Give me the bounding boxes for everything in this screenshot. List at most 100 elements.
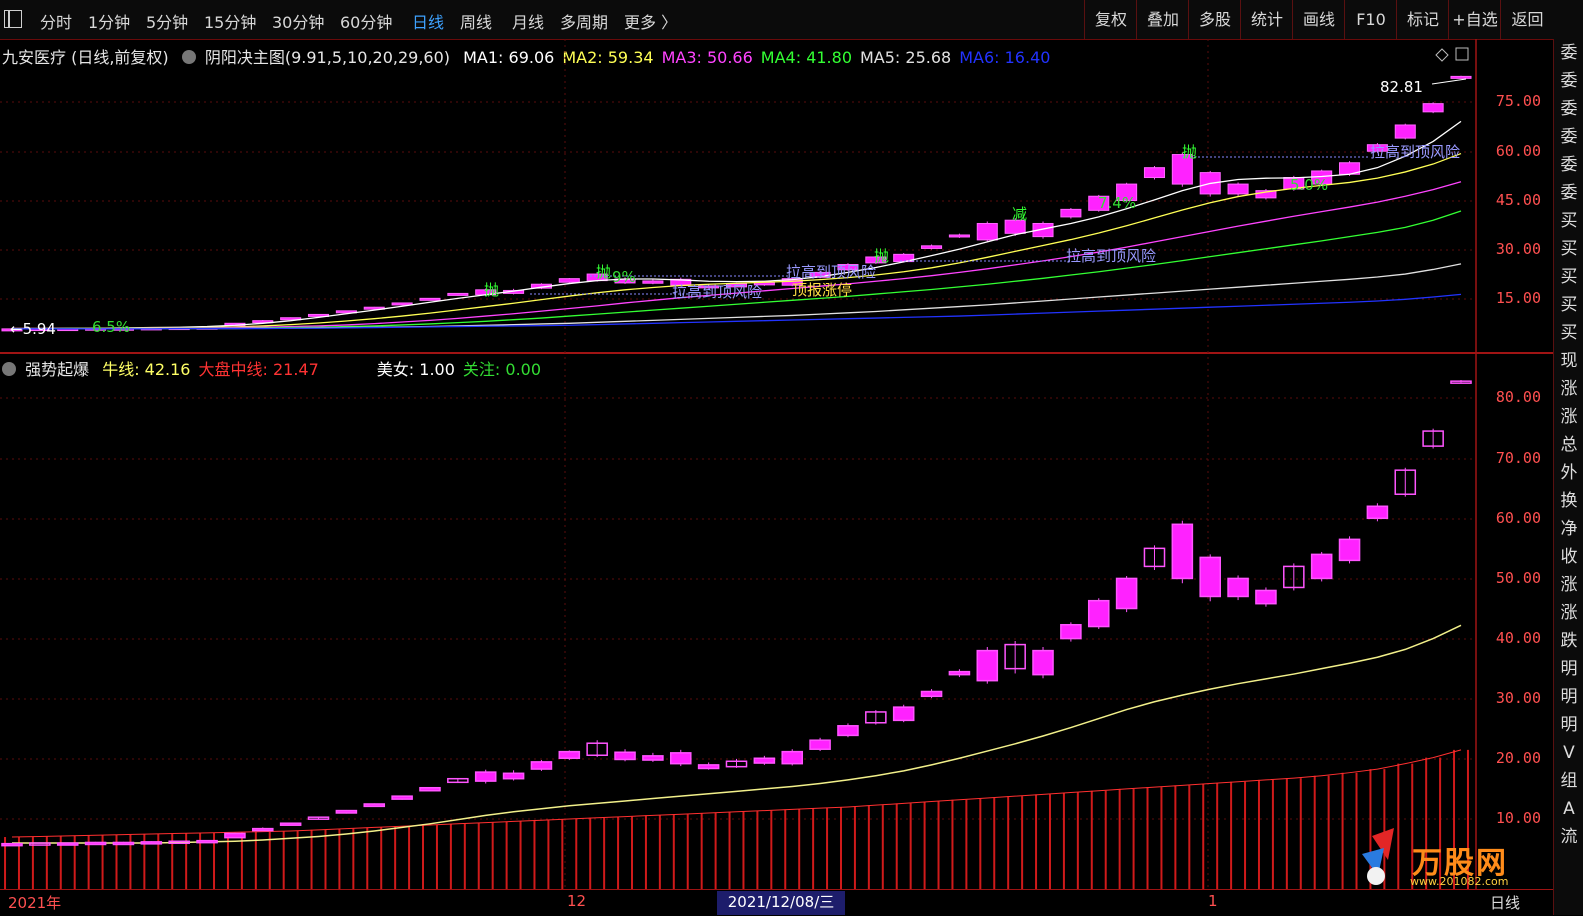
sub-axis-tick-7: 10.00 — [1495, 809, 1541, 827]
ma-value-1: MA1: 69.06 — [463, 48, 555, 67]
sidebar-label-12[interactable]: 涨 — [1560, 379, 1578, 399]
toolbar-button-0[interactable]: 复权 — [1084, 0, 1137, 39]
sub-candle-37 — [1032, 649, 1054, 676]
risk-label-2: 拉高到顶风险 — [672, 283, 762, 301]
sidebar-label-10[interactable]: 买 — [1560, 323, 1578, 343]
toolbar-button-3[interactable]: 统计 — [1240, 0, 1293, 39]
sidebar-label-13[interactable]: 涨 — [1560, 407, 1578, 427]
sidebar-label-9[interactable]: 买 — [1560, 295, 1578, 315]
sub-candle-27 — [753, 757, 776, 764]
sub-value-3: 关注: 0.00 — [462, 360, 542, 379]
sub-candle-15 — [419, 786, 441, 792]
sidebar-label-11[interactable]: 现 — [1560, 351, 1578, 371]
sidebar-label-7[interactable]: 买 — [1560, 239, 1578, 259]
tab-1[interactable]: 1分钟 — [88, 13, 131, 32]
sidebar-label-19[interactable]: 涨 — [1560, 575, 1578, 595]
sub-indicator-toggle-icon[interactable] — [2, 362, 16, 376]
toolbar-button-8[interactable]: 返回 — [1500, 0, 1554, 39]
sub-candle-10 — [279, 822, 302, 826]
ma-value-5: MA5: 25.68 — [860, 48, 952, 67]
sidebar-label-4[interactable]: 委 — [1560, 155, 1578, 175]
sub-candle-31 — [865, 711, 887, 724]
main-candle-15 — [419, 297, 441, 301]
sidebar-label-20[interactable]: 涨 — [1560, 603, 1578, 623]
sub-indicator-name: 强势起爆 — [25, 360, 90, 379]
toolbar-button-4[interactable]: 画线 — [1292, 0, 1345, 39]
main-candle-20 — [558, 278, 580, 283]
sub-axis-tick-3: 50.00 — [1495, 569, 1541, 587]
sub-candle-8 — [224, 832, 246, 839]
main-candle-33 — [921, 245, 943, 249]
pct-label-a: 9% — [612, 268, 636, 286]
tab-7[interactable]: 周线 — [460, 13, 493, 32]
risk-label-3: 拉高到顶风险 — [1066, 247, 1156, 265]
tab-10[interactable]: 更多 〉 — [624, 13, 678, 32]
sub-candle-23 — [642, 755, 664, 761]
risk-label-4: 拉高到顶风险 — [1370, 143, 1460, 161]
toolbar-button-5[interactable]: F10 — [1344, 0, 1397, 39]
main-axis-tick-0: 75.00 — [1495, 92, 1541, 110]
cursor-date: 2021/12/08/三 — [717, 891, 845, 915]
sidebar-label-22[interactable]: 明 — [1560, 659, 1578, 679]
ma-line-MA2 — [12, 152, 1462, 330]
sidebar-label-6[interactable]: 买 — [1560, 211, 1578, 231]
sub-candle-28 — [781, 750, 804, 765]
toolbar-button-2[interactable]: 多股 — [1188, 0, 1241, 39]
sub-candle-44 — [1227, 577, 1249, 598]
sub-candle-7 — [196, 839, 218, 844]
sidebar-label-17[interactable]: 净 — [1560, 519, 1578, 539]
tab-4[interactable]: 30分钟 — [272, 13, 325, 32]
main-candle-26 — [725, 283, 748, 288]
indicator-name: 阴阳决主图(9.91,5,10,20,29,60) — [204, 48, 451, 67]
sidebar-label-5[interactable]: 委 — [1560, 183, 1578, 203]
tab-9[interactable]: 多周期 — [560, 13, 609, 32]
main-candle-30 — [837, 264, 859, 271]
indicator-toggle-icon[interactable] — [181, 50, 196, 64]
sub-candle-32 — [892, 706, 915, 722]
sidebar-label-18[interactable]: 收 — [1560, 547, 1578, 567]
tab-2[interactable]: 5分钟 — [146, 13, 189, 32]
panel-toggle-icon[interactable] — [4, 10, 22, 28]
main-axis-tick-2: 45.00 — [1495, 191, 1541, 209]
sidebar-label-2[interactable]: 委 — [1560, 99, 1578, 119]
kline-chart[interactable]: ←5.94 6.5%82.81拉高到顶风险拉高到顶风险拉高到顶风险拉高到顶风险顶报… — [0, 0, 1553, 889]
sidebar-label-24[interactable]: 明 — [1560, 715, 1578, 735]
sidebar-label-25[interactable]: V — [1563, 743, 1575, 763]
sidebar-label-8[interactable]: 买 — [1560, 267, 1578, 287]
sidebar-label-3[interactable]: 委 — [1560, 127, 1578, 147]
tab-8[interactable]: 月线 — [512, 13, 545, 32]
main-candle-41 — [1143, 167, 1166, 179]
sub-candle-9 — [252, 827, 274, 832]
sub-candle-4 — [112, 841, 135, 846]
sidebar-label-15[interactable]: 外 — [1560, 463, 1578, 483]
sidebar-label-28[interactable]: 流 — [1560, 827, 1578, 847]
sidebar-label-0[interactable]: 委 — [1560, 43, 1578, 63]
sidebar-label-16[interactable]: 换 — [1560, 491, 1578, 511]
sidebar-label-14[interactable]: 总 — [1560, 435, 1578, 455]
sub-candle-51 — [1422, 430, 1444, 447]
sidebar-label-26[interactable]: 组 — [1560, 771, 1578, 791]
main-candle-49 — [1366, 144, 1388, 152]
sub-candle-49 — [1366, 505, 1389, 520]
date-axis: 2021年 12 1 日线 — [0, 889, 1553, 916]
tab-6[interactable]: 日线 — [412, 13, 445, 32]
pct-label-b: 7.4% — [1098, 194, 1136, 212]
top-toolbar: 分时 1分钟 5分钟 15分钟 30分钟 60分钟 日线 周线 月线 多周期 更多 〉 复权 叠加 多股… — [0, 0, 1583, 40]
sidebar-label-21[interactable]: 跌 — [1560, 631, 1578, 651]
main-axis-tick-1: 60.00 — [1495, 142, 1541, 160]
toolbar-button-6[interactable]: 标记 — [1396, 0, 1449, 39]
toolbar-button-1[interactable]: 叠加 — [1136, 0, 1189, 39]
tab-0[interactable]: 分时 — [40, 13, 73, 32]
main-candle-42 — [1171, 154, 1193, 185]
main-candle-44 — [1227, 183, 1249, 195]
toolbar-button-7[interactable]: +自选 — [1448, 0, 1501, 39]
sub-candle-1 — [29, 842, 51, 846]
period-label: 日线 — [1490, 894, 1521, 912]
tab-5[interactable]: 60分钟 — [340, 13, 393, 32]
sub-axis-tick-2: 60.00 — [1495, 509, 1541, 527]
tab-3[interactable]: 15分钟 — [204, 13, 257, 32]
sidebar-label-1[interactable]: 委 — [1560, 71, 1578, 91]
sub-candle-16 — [447, 777, 469, 784]
sidebar-label-23[interactable]: 明 — [1560, 687, 1578, 707]
sidebar-label-27[interactable]: A — [1563, 799, 1575, 819]
